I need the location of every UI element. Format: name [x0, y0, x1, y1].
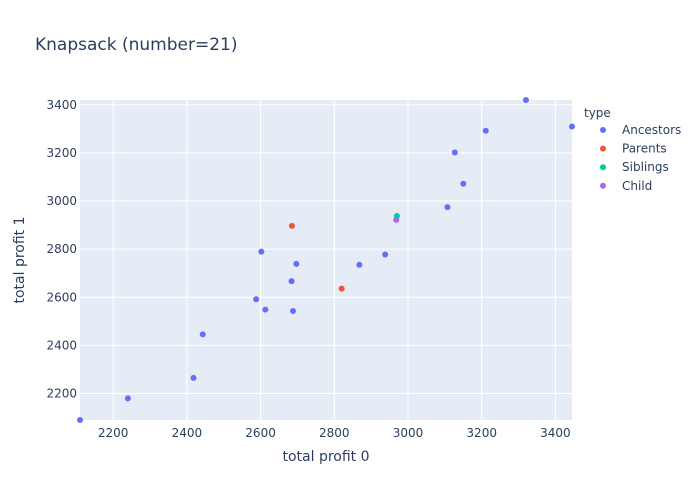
- y-tick-label: 2200: [46, 387, 77, 401]
- tick-labels: 2200 2400 2600 2800 3000 3200 3400 2200 2400 2600…: [46, 98, 570, 440]
- data-point-ancestors[interactable]: [482, 127, 489, 134]
- x-tick-label: 2800: [319, 426, 350, 440]
- legend-marker: [600, 127, 606, 133]
- data-point-ancestors[interactable]: [460, 180, 467, 187]
- data-point-parents[interactable]: [338, 285, 345, 292]
- data-point-ancestors[interactable]: [124, 395, 131, 402]
- legend-marker: [600, 145, 606, 152]
- legend-marker: [600, 182, 606, 189]
- data-point-ancestors[interactable]: [451, 149, 458, 156]
- legend-item-child[interactable]: Child: [600, 179, 652, 193]
- data-point-ancestors[interactable]: [356, 261, 363, 268]
- grid-lines: [80, 100, 572, 420]
- chart-title: Knapsack (number=21): [35, 35, 238, 55]
- legend-marker: [600, 164, 606, 171]
- y-tick-label: 2600: [46, 290, 77, 304]
- x-tick-label: 3400: [540, 426, 571, 440]
- x-tick-label: 2400: [172, 426, 203, 440]
- y-tick-label: 2800: [46, 242, 77, 256]
- data-point-ancestors[interactable]: [444, 204, 451, 211]
- legend-item-siblings[interactable]: Siblings: [600, 160, 669, 174]
- legend[interactable]: type Ancestors Parents Siblings Child: [584, 106, 681, 193]
- data-point-ancestors[interactable]: [522, 97, 529, 103]
- legend-label: Siblings: [622, 160, 669, 174]
- y-axis-label: total profit 1: [12, 216, 28, 303]
- y-tick-label: 3200: [46, 146, 77, 160]
- y-tick-label: 2400: [46, 338, 77, 352]
- y-tick-label: 3000: [46, 194, 77, 208]
- legend-title: type: [584, 106, 611, 120]
- data-point-ancestors[interactable]: [262, 306, 269, 313]
- x-tick-label: 3000: [393, 426, 424, 440]
- legend-label: Ancestors: [622, 123, 681, 137]
- data-point-ancestors[interactable]: [569, 123, 575, 130]
- data-point-child[interactable]: [393, 216, 400, 223]
- legend-item-ancestors[interactable]: Ancestors: [600, 123, 681, 137]
- data-point-ancestors[interactable]: [258, 248, 265, 255]
- data-point-ancestors[interactable]: [253, 296, 260, 303]
- data-point-ancestors[interactable]: [293, 260, 300, 267]
- x-tick-label: 3200: [466, 426, 497, 440]
- data-point-ancestors[interactable]: [190, 374, 197, 381]
- y-tick-label: 3400: [46, 98, 77, 112]
- legend-label: Parents: [622, 142, 667, 156]
- data-point-parents[interactable]: [288, 222, 295, 229]
- legend-item-parents[interactable]: Parents: [600, 142, 667, 156]
- data-point-ancestors[interactable]: [382, 251, 389, 258]
- data-point-ancestors[interactable]: [77, 417, 83, 423]
- data-points[interactable]: [77, 97, 575, 423]
- x-tick-label: 2200: [98, 426, 129, 440]
- x-axis-label: total profit 0: [282, 449, 369, 465]
- data-point-ancestors[interactable]: [290, 308, 297, 315]
- legend-label: Child: [622, 179, 652, 193]
- data-point-ancestors[interactable]: [199, 331, 206, 338]
- plot-area: [80, 100, 572, 420]
- x-tick-label: 2600: [245, 426, 276, 440]
- data-point-ancestors[interactable]: [288, 278, 295, 285]
